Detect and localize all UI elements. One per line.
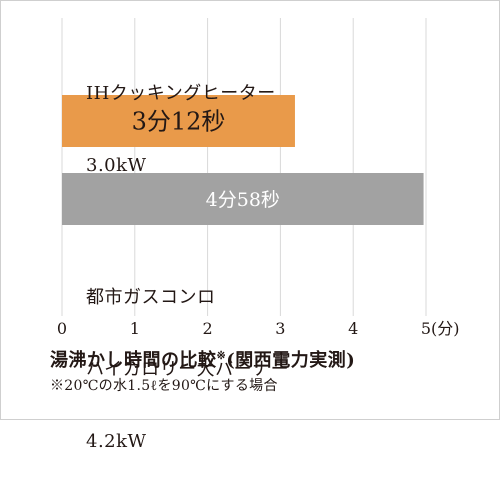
category-label-ih-line-2: 3.0kW	[86, 155, 147, 176]
category-label-ih-line-1: IHクッキングヒーター	[86, 83, 276, 104]
x-axis-unit-label: (分)	[431, 319, 460, 338]
x-tick-label-1: 1	[130, 319, 140, 338]
x-tick-label-3: 3	[275, 319, 285, 338]
bar-chart: 3分12秒 4分58秒 0 1 2 3 4 5 (分)	[57, 18, 460, 338]
chart-footnote: ※20℃の水1.5ℓを90℃にする場合	[50, 378, 278, 394]
caption-source: (関西電力実測)	[226, 350, 356, 371]
category-label-gas-line-2: ハイカロリー大バーナー	[86, 359, 290, 380]
bar-ih	[62, 95, 295, 147]
bar-gas-value-label: 4分58秒	[206, 189, 280, 211]
caption-footnote-mark: ※	[216, 349, 227, 362]
x-tick-label-4: 4	[348, 319, 358, 338]
bar-gas	[62, 173, 424, 225]
bar-ih-value-label: 3分12秒	[132, 108, 226, 136]
category-label-gas-line-3: 4.2kW	[86, 431, 147, 452]
category-label-ih: IHクッキングヒーター 3.0kW	[86, 34, 276, 202]
x-tick-label-0: 0	[57, 319, 67, 338]
x-tick-label-2: 2	[203, 319, 213, 338]
x-tick-label-5: 5	[421, 319, 431, 338]
caption-title: 湯沸かし時間の比較	[50, 350, 217, 371]
category-label-gas-line-1: 都市ガスコンロ	[86, 287, 216, 308]
chart-caption: 湯沸かし時間の比較※(関西電力実測)	[50, 346, 355, 372]
